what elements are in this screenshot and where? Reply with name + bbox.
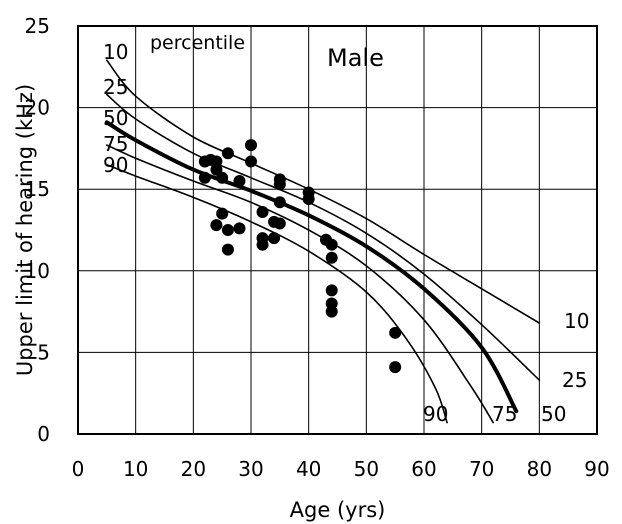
x-tick-label: 60 [411, 457, 436, 481]
data-point [389, 326, 402, 339]
x-tick-label: 40 [296, 457, 321, 481]
data-point [325, 238, 338, 251]
percentile-curve-10 [106, 59, 541, 324]
data-point [216, 207, 229, 220]
curve-label-end-10: 10 [564, 309, 589, 333]
data-point [273, 178, 286, 191]
curve-label-end-75: 75 [492, 402, 517, 426]
data-point [216, 171, 229, 184]
curve-label-left-90: 90 [103, 153, 128, 177]
data-point [198, 171, 211, 184]
percentile-curve-50 [104, 120, 519, 414]
annotation-percentile: percentile [150, 32, 245, 54]
percentile-curve-90 [106, 163, 448, 424]
data-point [268, 232, 281, 245]
y-tick-label: 20 [25, 96, 50, 120]
x-tick-label: 20 [181, 457, 206, 481]
curve-label-left-10: 10 [103, 40, 128, 64]
data-point [233, 222, 246, 235]
x-tick-label: 70 [469, 457, 494, 481]
y-tick-label: 10 [25, 259, 50, 283]
x-tick-label: 10 [123, 457, 148, 481]
y-tick-label: 15 [25, 177, 50, 201]
x-tick-label: 80 [527, 457, 552, 481]
plot-frame [77, 25, 598, 435]
y-tick-label: 25 [25, 14, 50, 38]
data-point [221, 224, 234, 236]
data-point [221, 243, 234, 256]
curve-label-left-50: 50 [103, 106, 128, 130]
data-point [256, 206, 269, 219]
y-axis-title: Upper limit of hearing (kHz) [13, 84, 37, 376]
x-tick-label: 30 [238, 457, 263, 481]
data-point [389, 361, 402, 374]
data-point [210, 219, 223, 232]
y-tick-label: 5 [37, 340, 50, 364]
tick-labels: 0 10 20 30 40 50 60 70 80 90 0 5 10 15 20 25 [25, 14, 610, 481]
data-point [273, 196, 286, 209]
x-tick-label: 0 [72, 457, 85, 481]
data-point [245, 155, 257, 168]
curve-label-left-75: 75 [103, 132, 128, 156]
data-point [325, 305, 338, 318]
curve-label-left-25: 25 [103, 75, 128, 99]
data-point [221, 147, 234, 160]
data-point [325, 284, 338, 297]
percentile-curve-75 [106, 144, 494, 424]
data-point [302, 192, 315, 205]
data-point [325, 251, 338, 264]
data-point [245, 139, 257, 152]
data-point [256, 238, 269, 251]
data-point [233, 175, 246, 188]
x-tick-label: 90 [584, 457, 609, 481]
annotation-male: Male [327, 44, 384, 72]
curve-label-end-25: 25 [562, 368, 587, 392]
y-tick-label: 0 [37, 422, 50, 446]
data-point [273, 217, 286, 230]
curve-label-end-50: 50 [541, 402, 566, 426]
x-axis-title: Age (yrs) [290, 498, 386, 522]
curve-label-end-90: 90 [423, 402, 448, 426]
grid [78, 26, 597, 434]
x-tick-label: 50 [354, 457, 379, 481]
data-points [198, 139, 402, 374]
